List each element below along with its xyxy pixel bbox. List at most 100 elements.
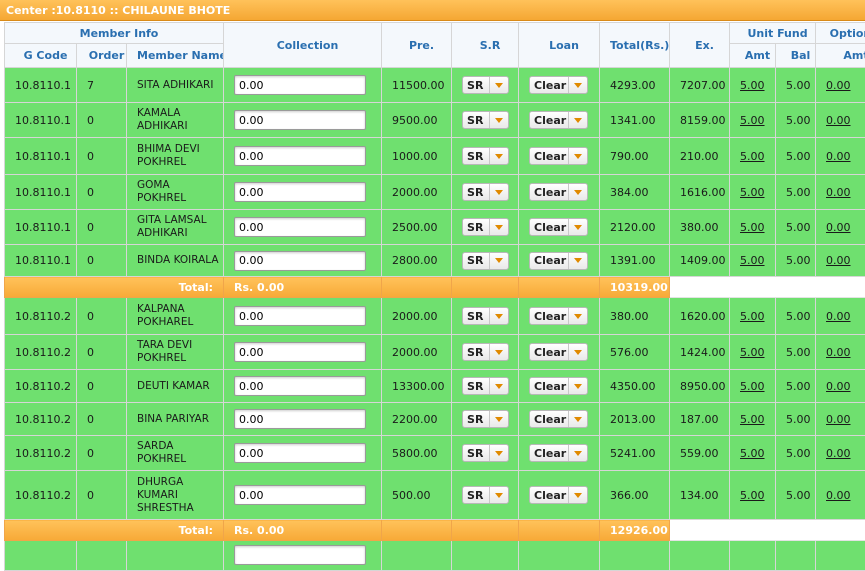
collection-input[interactable] <box>234 110 366 130</box>
g-code-cell: 10.8110.1 <box>5 175 77 210</box>
chevron-down-icon[interactable] <box>568 344 587 360</box>
loan-cell: Clear <box>519 370 600 403</box>
collection-input[interactable] <box>234 251 366 271</box>
unit-fund-amt-link[interactable]: 5.00 <box>730 175 776 210</box>
chevron-down-icon[interactable] <box>568 77 587 93</box>
collection-input[interactable] <box>234 342 366 362</box>
loan-select[interactable]: Clear <box>529 76 588 94</box>
sr-select[interactable]: SR <box>462 377 509 395</box>
loan-select[interactable]: Clear <box>529 444 588 462</box>
chevron-down-icon[interactable] <box>489 344 508 360</box>
collection-input[interactable] <box>234 485 366 505</box>
chevron-down-icon[interactable] <box>489 308 508 324</box>
chevron-down-icon[interactable] <box>568 378 587 394</box>
ex-cell: 1424.00 <box>670 335 730 370</box>
unit-fund-amt-link[interactable]: 5.00 <box>730 298 776 335</box>
collection-input[interactable] <box>234 306 366 326</box>
collection-input[interactable] <box>234 146 366 166</box>
member-name-cell: KAMALA ADHIKARI <box>127 103 224 138</box>
optional-amt-link[interactable]: 0.00 <box>816 245 865 277</box>
chevron-down-icon[interactable] <box>489 184 508 200</box>
chevron-down-icon[interactable] <box>568 253 587 269</box>
chevron-down-icon[interactable] <box>489 148 508 164</box>
collection-input[interactable] <box>234 545 366 565</box>
chevron-down-icon[interactable] <box>568 411 587 427</box>
loan-cell: Clear <box>519 138 600 175</box>
total-cell: 1391.00 <box>600 245 670 277</box>
sr-select[interactable]: SR <box>462 307 509 325</box>
sr-select[interactable]: SR <box>462 486 509 504</box>
sr-select[interactable]: SR <box>462 444 509 462</box>
collection-input[interactable] <box>234 75 366 95</box>
loan-select[interactable]: Clear <box>529 343 588 361</box>
chevron-down-icon[interactable] <box>489 77 508 93</box>
chevron-down-icon[interactable] <box>489 253 508 269</box>
unit-fund-amt-link[interactable]: 5.00 <box>730 370 776 403</box>
optional-amt-link[interactable]: 0.00 <box>816 103 865 138</box>
chevron-down-icon[interactable] <box>489 112 508 128</box>
optional-amt-link[interactable]: 0.00 <box>816 210 865 245</box>
collection-input[interactable] <box>234 443 366 463</box>
optional-amt-link[interactable]: 0.00 <box>816 298 865 335</box>
sr-select[interactable]: SR <box>462 147 509 165</box>
collection-input[interactable] <box>234 182 366 202</box>
chevron-down-icon[interactable] <box>568 112 587 128</box>
unit-fund-bal-cell: 5.00 <box>776 403 816 436</box>
chevron-down-icon[interactable] <box>568 219 587 235</box>
loan-select[interactable]: Clear <box>529 410 588 428</box>
loan-select[interactable]: Clear <box>529 252 588 270</box>
optional-amt-link[interactable]: 0.00 <box>816 68 865 103</box>
unit-fund-amt-link[interactable]: 5.00 <box>730 245 776 277</box>
chevron-down-icon[interactable] <box>568 308 587 324</box>
unit-fund-amt-link[interactable]: 5.00 <box>730 403 776 436</box>
optional-amt-link[interactable]: 0.00 <box>816 175 865 210</box>
chevron-down-icon[interactable] <box>568 148 587 164</box>
loan-select[interactable]: Clear <box>529 183 588 201</box>
sr-select[interactable]: SR <box>462 183 509 201</box>
unit-fund-amt-link[interactable]: 5.00 <box>730 210 776 245</box>
chevron-down-icon[interactable] <box>568 445 587 461</box>
chevron-down-icon[interactable] <box>568 487 587 503</box>
ex-cell: 380.00 <box>670 210 730 245</box>
chevron-down-icon[interactable] <box>489 219 508 235</box>
unit-fund-amt-link[interactable]: 5.00 <box>730 138 776 175</box>
optional-amt-link[interactable]: 0.00 <box>816 403 865 436</box>
optional-amt-link[interactable]: 0.00 <box>816 335 865 370</box>
collection-input[interactable] <box>234 376 366 396</box>
unit-fund-amt-link[interactable]: 5.00 <box>730 335 776 370</box>
loan-select[interactable]: Clear <box>529 111 588 129</box>
loan-select[interactable]: Clear <box>529 307 588 325</box>
chevron-down-icon[interactable] <box>568 184 587 200</box>
unit-fund-amt-link[interactable]: 5.00 <box>730 103 776 138</box>
sr-select[interactable]: SR <box>462 343 509 361</box>
sr-select[interactable]: SR <box>462 218 509 236</box>
loan-select-value: Clear <box>530 186 568 199</box>
sr-select-value: SR <box>463 186 489 199</box>
loan-cell: Clear <box>519 403 600 436</box>
sr-select[interactable]: SR <box>462 76 509 94</box>
chevron-down-icon[interactable] <box>489 411 508 427</box>
loan-select[interactable]: Clear <box>529 486 588 504</box>
chevron-down-icon[interactable] <box>489 378 508 394</box>
chevron-down-icon[interactable] <box>489 445 508 461</box>
total-cell: 380.00 <box>600 298 670 335</box>
unit-fund-amt-link[interactable]: 5.00 <box>730 68 776 103</box>
sr-select[interactable]: SR <box>462 410 509 428</box>
optional-amt-link[interactable]: 0.00 <box>816 471 865 520</box>
collection-input[interactable] <box>234 217 366 237</box>
unit-fund-amt-link[interactable]: 5.00 <box>730 471 776 520</box>
chevron-down-icon[interactable] <box>489 487 508 503</box>
optional-amt-link[interactable]: 0.00 <box>816 436 865 471</box>
sr-select[interactable]: SR <box>462 111 509 129</box>
loan-select[interactable]: Clear <box>529 147 588 165</box>
loan-select[interactable]: Clear <box>529 218 588 236</box>
loan-select[interactable]: Clear <box>529 377 588 395</box>
optional-amt-link[interactable]: 0.00 <box>816 138 865 175</box>
sr-select[interactable]: SR <box>462 252 509 270</box>
sr-select-value: SR <box>463 346 489 359</box>
unit-fund-amt-link[interactable]: 5.00 <box>730 436 776 471</box>
optional-amt-link[interactable]: 0.00 <box>816 370 865 403</box>
total-cell: 4350.00 <box>600 370 670 403</box>
collection-input[interactable] <box>234 409 366 429</box>
